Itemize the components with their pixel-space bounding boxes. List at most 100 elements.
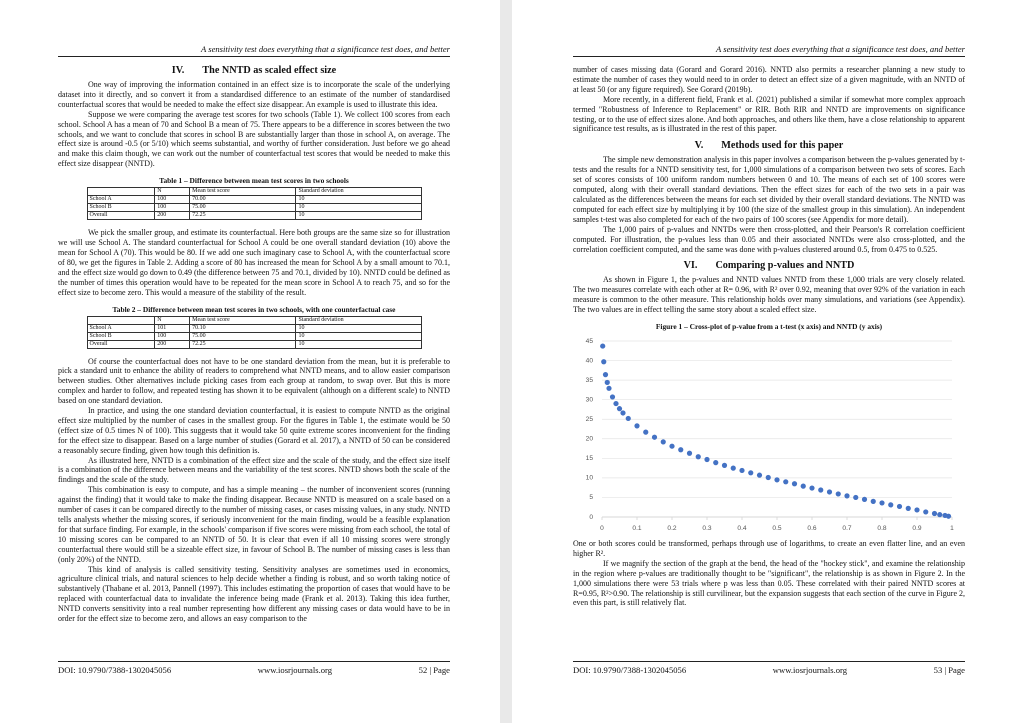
point [634,423,640,429]
point [620,410,626,416]
table-cell [86,187,156,197]
point [783,479,789,485]
table-header-cell: Mean test score [189,315,297,325]
x-tick-label: 1 [950,525,954,532]
point [945,513,952,519]
table-caption: Table 2 – Difference between mean test s… [112,304,396,314]
section-title: The NNTD as scaled effect size [202,65,337,76]
table-cell: 72.25 [189,339,297,349]
point [809,485,815,491]
right-content: A sensitivity test does everything that … [573,44,965,608]
point [756,472,763,478]
point [923,509,929,515]
table-header-cell: Mean test score [189,187,297,197]
point [602,372,609,378]
point [888,502,894,508]
left-content: A sensitivity test does everything that … [58,44,450,624]
table-cell: School B [86,331,156,341]
point [651,434,658,440]
figure-caption: Figure 1 – Cross-plot of p-value from a … [655,322,883,332]
table-cell: School A [86,323,156,333]
y-tick-label: 10 [586,475,594,482]
y-tick-label: 40 [586,357,594,364]
doi: DOI: 10.9790/7388-1302045056 [58,665,172,675]
point [616,406,623,412]
table-cell: Overall [86,211,156,221]
y-tick-label: 20 [586,436,594,443]
point [643,429,649,435]
footer: DOI: 10.9790/7388-1302045056 www.iosrjou… [573,661,965,675]
right-page: A sensitivity test does everything that … [512,0,1024,723]
table-row: School A 100 70.00 10 [86,195,422,205]
point [601,359,607,365]
point [678,447,684,453]
doi: DOI: 10.9790/7388-1302045056 [573,665,687,675]
x-tick-label: 0.9 [912,525,921,532]
paragraph: As shown in Figure 1, the p-values and N… [573,275,965,315]
paragraph: The simple new demonstration analysis in… [573,155,965,224]
paragraph: More recently, in a different field, Fra… [573,94,965,134]
table-header-row: N Mean test score Standard deviation [86,187,422,197]
table-header-cell: N [154,315,191,325]
footer: DOI: 10.9790/7388-1302045056 www.iosrjou… [58,661,450,675]
point [765,474,771,481]
table-cell: 10 [295,331,422,341]
table-cell: 75.00 [189,331,297,341]
table-cell: 100 [154,203,191,213]
y-tick-label: 35 [586,377,594,384]
section-heading: IV. The NNTD as scaled effect size [58,65,450,76]
table-cell: 200 [154,339,191,349]
x-tick-label: 0.2 [667,525,676,532]
paragraph: number of cases missing data (Gorard and… [573,65,965,94]
y-tick-label: 30 [586,396,594,403]
point [774,477,780,483]
x-tick-label: 0.6 [807,525,816,532]
point [896,503,903,510]
table-cell: 200 [154,211,191,221]
paragraph: If we magnify the section of the graph a… [573,558,965,608]
table-cell: School A [86,195,156,205]
table-cell: 100 [154,195,191,205]
paragraph: This combination is easy to compute, and… [58,485,450,564]
y-tick-label: 0 [589,514,593,521]
point [625,415,631,422]
x-tick-label: 0.8 [877,525,886,532]
paragraph: The 1,000 pairs of p-values and NNTDs we… [573,224,965,254]
point [800,483,806,489]
point [704,456,710,463]
paragraph: Of course the counterfactual does not ha… [58,356,450,406]
paragraph: Suppose we were comparing the average te… [58,109,450,169]
table-row: Overall 200 72.25 10 [86,211,422,221]
running-header: A sensitivity test does everything that … [573,44,965,57]
point [826,489,833,495]
paragraph: In practice, and using the one standard … [58,406,450,455]
section-heading: VI. Comparing p-values and NNTD [573,260,965,271]
data-table: N Mean test score Standard deviation School… [86,187,422,221]
point [844,493,850,499]
point [879,500,885,506]
table-header-cell: Standard deviation [295,315,422,325]
table-cell: 10 [295,195,422,205]
x-tick-label: 0.5 [772,525,781,532]
table-header-cell: N [154,187,191,197]
table-cell: 70.10 [189,323,297,333]
running-header: A sensitivity test does everything that … [58,44,450,57]
table-cell: 101 [154,323,191,333]
point [835,491,841,497]
y-tick-label: 5 [589,494,593,501]
section-number: IV. [171,65,185,76]
table-cell: Overall [86,339,156,349]
point [686,450,693,456]
y-tick-label: 25 [586,416,594,423]
y-tick-label: 15 [586,455,594,462]
paragraph: We pick the smaller group, and estimate … [58,228,450,297]
paragraph: One way of improving the information con… [58,80,450,109]
table-cell: 10 [295,203,422,213]
point [870,498,876,504]
table-cell: 100 [154,331,191,341]
point [721,462,728,469]
section-number: VI. [683,260,698,272]
table-cell: 75.00 [189,203,297,213]
